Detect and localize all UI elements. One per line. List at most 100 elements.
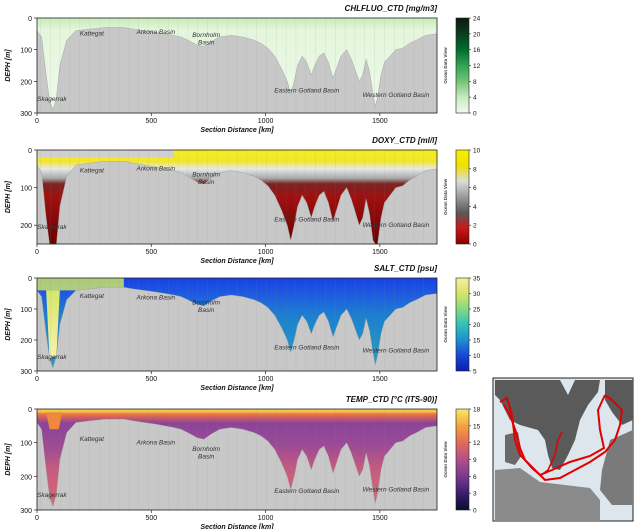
y-tick-label: 0 xyxy=(28,407,32,414)
basin-label: Kattegat xyxy=(80,168,105,175)
basin-label: Skagerrak xyxy=(37,492,67,499)
x-tick-label: 0 xyxy=(35,376,39,383)
basin-label: Kattegat xyxy=(80,436,105,443)
basin-label: Arkona Basin xyxy=(136,29,176,36)
watermark: Ocean Data View xyxy=(443,441,448,478)
x-tick-label: 0 xyxy=(35,118,39,125)
skagerrak-water xyxy=(46,290,60,359)
panel-1: CHLFLUO_CTD [mg/m3] Kattegat Arkona Basin B… xyxy=(5,4,481,134)
colorbar-tick-label: 24 xyxy=(473,16,481,23)
colorbar-tick-label: 15 xyxy=(473,338,481,345)
colorbar-tick-label: 12 xyxy=(473,63,481,70)
west-surface xyxy=(37,150,175,158)
y-axis-label: DEPH [m] xyxy=(5,180,12,213)
panel-4: TEMP_CTD [°C (ITS-90)] Kattegat Arkona Bas… xyxy=(5,395,481,529)
colorbar-tick-label: 9 xyxy=(473,457,477,464)
colorbar-tick-label: 10 xyxy=(473,148,481,155)
y-tick-label: 100 xyxy=(20,307,32,314)
colorbar xyxy=(455,149,470,245)
y-tick-label: 0 xyxy=(28,16,32,23)
basin-label: Arkona Basin xyxy=(136,295,176,302)
colorbar-tick-label: 2 xyxy=(473,223,477,230)
panel-2: DOXY_CTD [ml/l] Kattegat Arkona Basin Bornh… xyxy=(5,136,481,265)
basin-label: Western Gotland Basin xyxy=(362,486,429,493)
panel-title: SALT_CTD [psu] xyxy=(374,264,437,273)
map-land-finland xyxy=(605,380,633,425)
cruise-track xyxy=(499,394,624,482)
basin-label: Eastern Gotland Basin xyxy=(274,216,339,223)
colorbar-tick-label: 16 xyxy=(473,47,481,54)
y-tick-label: 0 xyxy=(28,148,32,155)
x-axis-label: Section Distance [km] xyxy=(200,258,274,265)
y-tick-label: 100 xyxy=(20,186,32,193)
colorbar-tick-label: 0 xyxy=(473,508,477,515)
basin-label: Bornholm Basin xyxy=(192,32,220,47)
y-tick-label: 200 xyxy=(20,79,32,86)
plot-frame xyxy=(36,277,438,372)
x-axis-label: Section Distance [km] xyxy=(200,385,274,392)
basin-label: Eastern Gotland Basin xyxy=(274,344,339,351)
basin-label: Arkona Basin xyxy=(136,439,176,446)
colorbar xyxy=(455,17,470,114)
y-tick-label: 100 xyxy=(20,441,32,448)
plot-frame xyxy=(36,408,438,511)
colorbar-tick-label: 4 xyxy=(473,204,477,211)
y-axis-label: DEPH [m] xyxy=(5,49,12,82)
seabed xyxy=(36,418,438,511)
x-tick-label: 1000 xyxy=(258,376,274,383)
basin-label: Bornholm Basin xyxy=(192,299,220,314)
basin-label: Western Gotland Basin xyxy=(362,92,429,99)
colorbar xyxy=(455,408,470,511)
basin-label: Skagerrak xyxy=(37,354,67,361)
x-axis-label: Section Distance [km] xyxy=(200,524,274,529)
skagerrak-warm xyxy=(46,412,63,430)
y-tick-label: 300 xyxy=(20,508,32,515)
basin-label: Western Gotland Basin xyxy=(362,347,429,354)
colorbar-tick-label: 20 xyxy=(473,31,481,38)
x-tick-label: 500 xyxy=(145,118,157,125)
basin-label: Skagerrak xyxy=(37,224,67,231)
watermark: Ocean Data View xyxy=(443,178,448,215)
basin-label: Eastern Gotland Basin xyxy=(274,488,339,495)
map-land-germany-poland xyxy=(495,468,600,521)
x-tick-label: 0 xyxy=(35,249,39,256)
seabed xyxy=(36,287,438,372)
x-tick-label: 1000 xyxy=(258,515,274,522)
basin-label: Bornholm Basin xyxy=(192,171,220,186)
panel-title: DOXY_CTD [ml/l] xyxy=(372,136,437,145)
colorbar-tick-label: 18 xyxy=(473,407,481,414)
seabed xyxy=(36,161,438,245)
x-tick-label: 1500 xyxy=(372,376,388,383)
kattegat-water xyxy=(37,278,124,291)
x-tick-label: 1000 xyxy=(258,118,274,125)
basin-label: Eastern Gotland Basin xyxy=(274,87,339,94)
plot-frame xyxy=(36,149,438,245)
colorbar-tick-label: 25 xyxy=(473,307,481,314)
colorbar-tick-label: 8 xyxy=(473,79,477,86)
colorbar-tick-label: 0 xyxy=(473,111,477,118)
panel-title: TEMP_CTD [°C (ITS-90)] xyxy=(346,395,438,404)
y-tick-label: 0 xyxy=(28,276,32,283)
x-tick-label: 0 xyxy=(35,515,39,522)
watermark: Ocean Data View xyxy=(443,47,448,84)
y-tick-label: 300 xyxy=(20,111,32,118)
x-tick-label: 500 xyxy=(145,376,157,383)
colorbar-tick-label: 6 xyxy=(473,474,477,481)
surface-layer xyxy=(37,409,437,413)
basin-label: Skagerrak xyxy=(37,96,67,103)
panel-3: SALT_CTD [psu] Kattegat Arkona Basin Bornho… xyxy=(5,264,481,392)
basin-label: Arkona Basin xyxy=(136,166,176,173)
colorbar-tick-label: 4 xyxy=(473,95,477,102)
colorbar-tick-label: 30 xyxy=(473,291,481,298)
cruise-track-north xyxy=(539,431,563,477)
map-land-scandinavia xyxy=(495,380,600,470)
y-tick-label: 100 xyxy=(20,48,32,55)
colorbar-tick-label: 6 xyxy=(473,185,477,192)
colorbar-tick-label: 35 xyxy=(473,276,481,283)
y-tick-label: 200 xyxy=(20,474,32,481)
basin-label: Kattegat xyxy=(80,293,105,300)
colorbar-tick-label: 0 xyxy=(473,242,477,249)
basin-label: Western Gotland Basin xyxy=(362,222,429,229)
x-tick-label: 1500 xyxy=(372,515,388,522)
